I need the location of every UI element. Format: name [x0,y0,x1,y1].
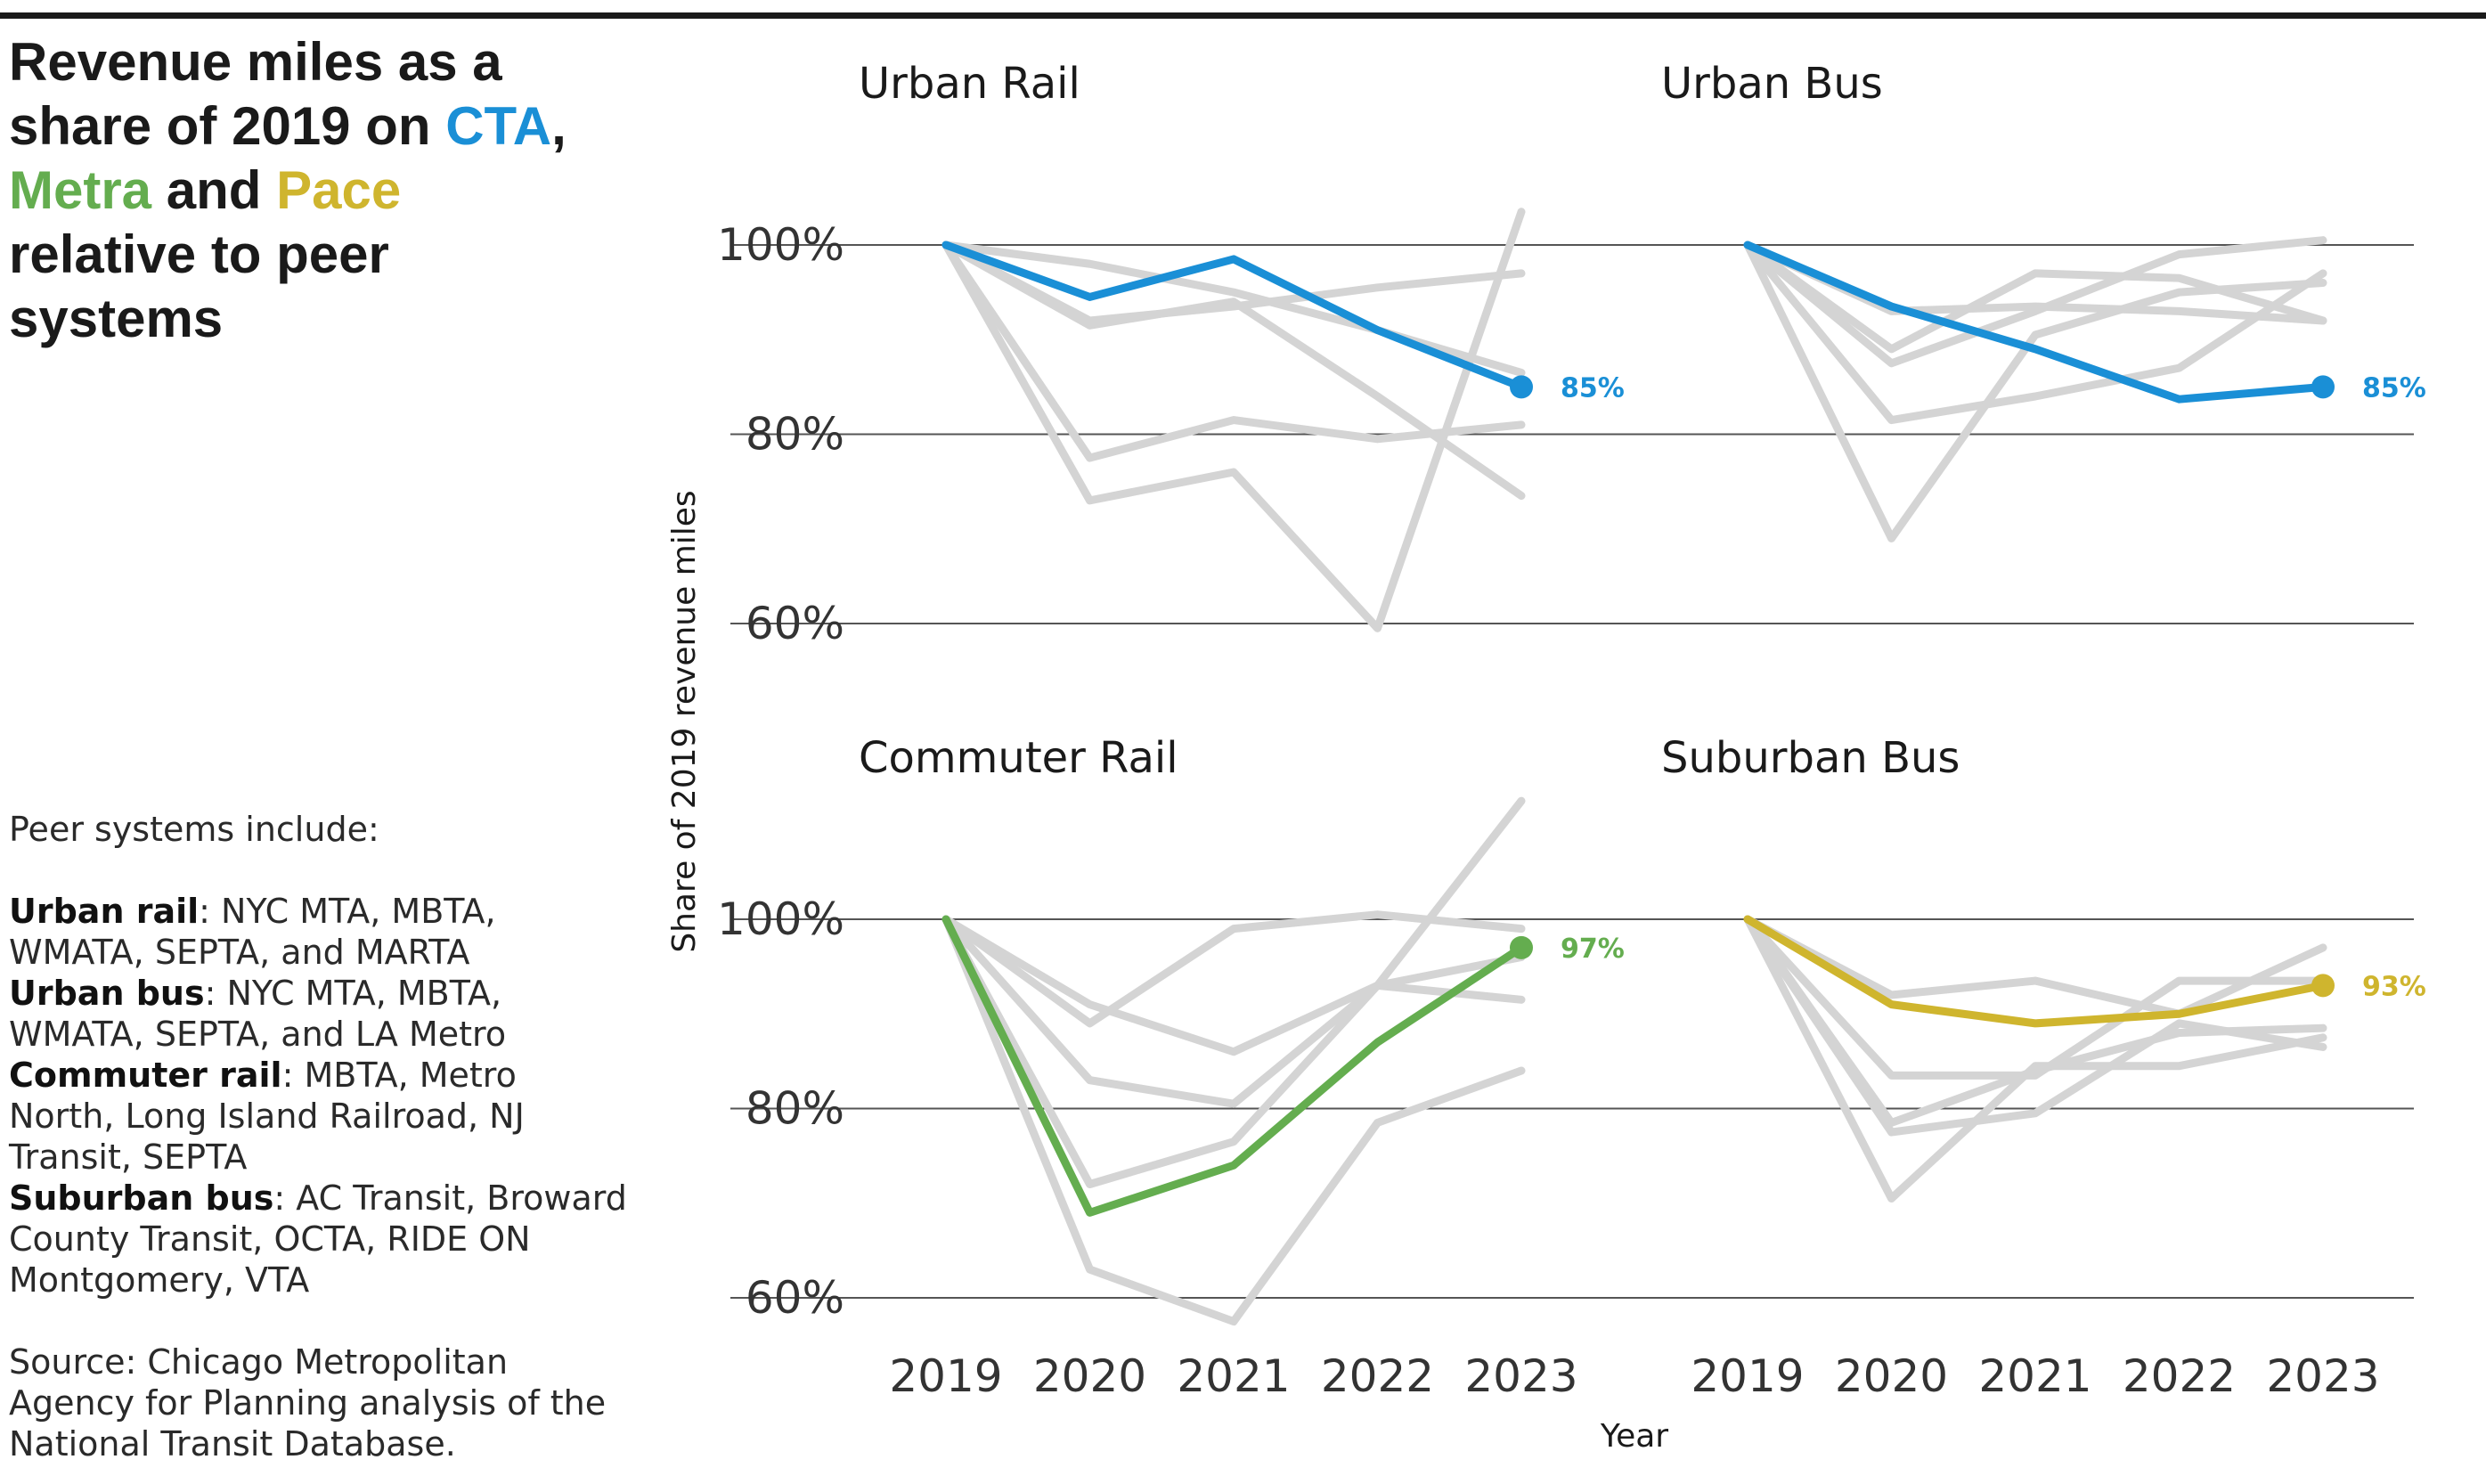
title-metra: Metra [9,160,152,220]
peer-series-line [1743,915,2327,1203]
panel-title: Commuter Rail [859,733,1178,783]
peer-series-line [941,915,1526,1108]
title-pace: Pace [276,160,402,220]
notes-group-suburban-bus: Suburban bus: AC Transit, Broward County… [9,1178,632,1301]
highlight-lines [941,241,2335,1217]
end-value-label: 85% [1561,372,1625,404]
panel-title: Suburban Bus [1661,733,1960,783]
x-tick-label: 2021 [1978,1350,2091,1402]
peer-series-line [941,241,1526,501]
peer-series-line [941,241,1526,462]
title-comma: , [551,96,566,156]
peer-series-line [1743,915,2327,1137]
group-text: : AC Transit, Broward County Transit, OC… [9,1178,627,1300]
notes-intro: Peer systems include: [9,810,379,849]
end-point-marker [1510,375,1533,399]
peer-series-line [941,915,1526,1056]
notes-group-urban-rail: Urban rail: NYC MTA, MBTA, WMATA, SEPTA,… [9,891,632,973]
end-value-label: 97% [1561,934,1625,965]
end-value-label: 93% [2362,971,2426,1002]
peer-series-line [1743,236,2327,368]
x-tick-label: 2020 [1033,1350,1146,1402]
title-line-4: relative to peer [9,224,389,284]
x-tick-label: 2022 [1321,1350,1434,1402]
panel-title: Urban Bus [1661,59,1883,109]
group-name: Urban bus [9,974,205,1013]
peer-series-line [1743,915,2327,1080]
group-text: : NYC MTA, MBTA, WMATA, SEPTA, and MARTA [9,892,496,972]
peer-series-line [941,208,1526,632]
x-axis-label: Year [1600,1418,1668,1455]
group-text: : MBTA, Metro North, Long Island Railroa… [9,1056,525,1177]
y-tick-label: 100% [717,219,844,271]
y-tick-label: 60% [746,598,844,649]
title-line-1: Revenue miles as a [9,32,502,92]
y-tick-label: 80% [746,1083,844,1135]
chart-labels: Urban Rail 100% 80% 60% 85% Urban Bus 85% Commu… [666,59,2426,1455]
y-tick-label: 100% [717,893,844,945]
panel-title: Urban Rail [859,59,1080,109]
group-name: Suburban bus [9,1178,274,1218]
group-text: : NYC MTA, MBTA, WMATA, SEPTA, and LA Me… [9,974,507,1054]
x-tick-label: 2021 [1177,1350,1290,1402]
notes-group-commuter-rail: Commuter rail: MBTA, Metro North, Long I… [9,1055,632,1178]
peer-series-line [1743,915,2327,1018]
peer-series-line [1743,241,2327,542]
end-point-marker [2311,375,2335,399]
peer-series-line [1743,241,2327,425]
x-tick-label: 2020 [1835,1350,1948,1402]
chart-title: Revenue miles as a share of 2019 on CTA,… [9,30,632,351]
x-tick-label: 2023 [2266,1350,2379,1402]
highlight-series-line [1743,241,2327,404]
peer-series-line [941,915,1526,1326]
peer-series-line [941,796,1526,1188]
peer-notes: Peer systems include: Urban rail: NYC MT… [9,809,632,1464]
highlight-series-line [941,241,1526,391]
notes-group-urban-bus: Urban bus: NYC MTA, MBTA, WMATA, SEPTA, … [9,973,632,1055]
group-name: Urban rail [9,892,200,931]
x-tick-label: 2023 [1464,1350,1577,1402]
end-value-label: 85% [2362,372,2426,404]
group-name: Commuter rail [9,1056,282,1095]
title-cta: CTA [445,96,552,156]
top-rule [0,12,2486,19]
y-tick-label: 60% [746,1272,844,1324]
x-tick-label: 2022 [2123,1350,2236,1402]
peer-lines [941,208,2327,1326]
highlight-series-line [1743,915,2327,1028]
title-line-5: systems [9,289,224,348]
title-line-2: share of 2019 on [9,96,446,156]
y-tick-label: 80% [746,409,844,461]
end-point-marker [1510,935,1533,959]
highlight-series-line [941,915,1526,1217]
x-tick-label: 2019 [1691,1350,1804,1402]
end-point-marker [2311,974,2335,998]
y-axis-label: Share of 2019 revenue miles [666,490,703,952]
x-tick-label: 2019 [889,1350,1002,1402]
source-note: Source: Chicago Metropolitan Agency for … [9,1342,607,1464]
peer-series-line [941,241,1526,377]
title-and: and [151,160,277,220]
